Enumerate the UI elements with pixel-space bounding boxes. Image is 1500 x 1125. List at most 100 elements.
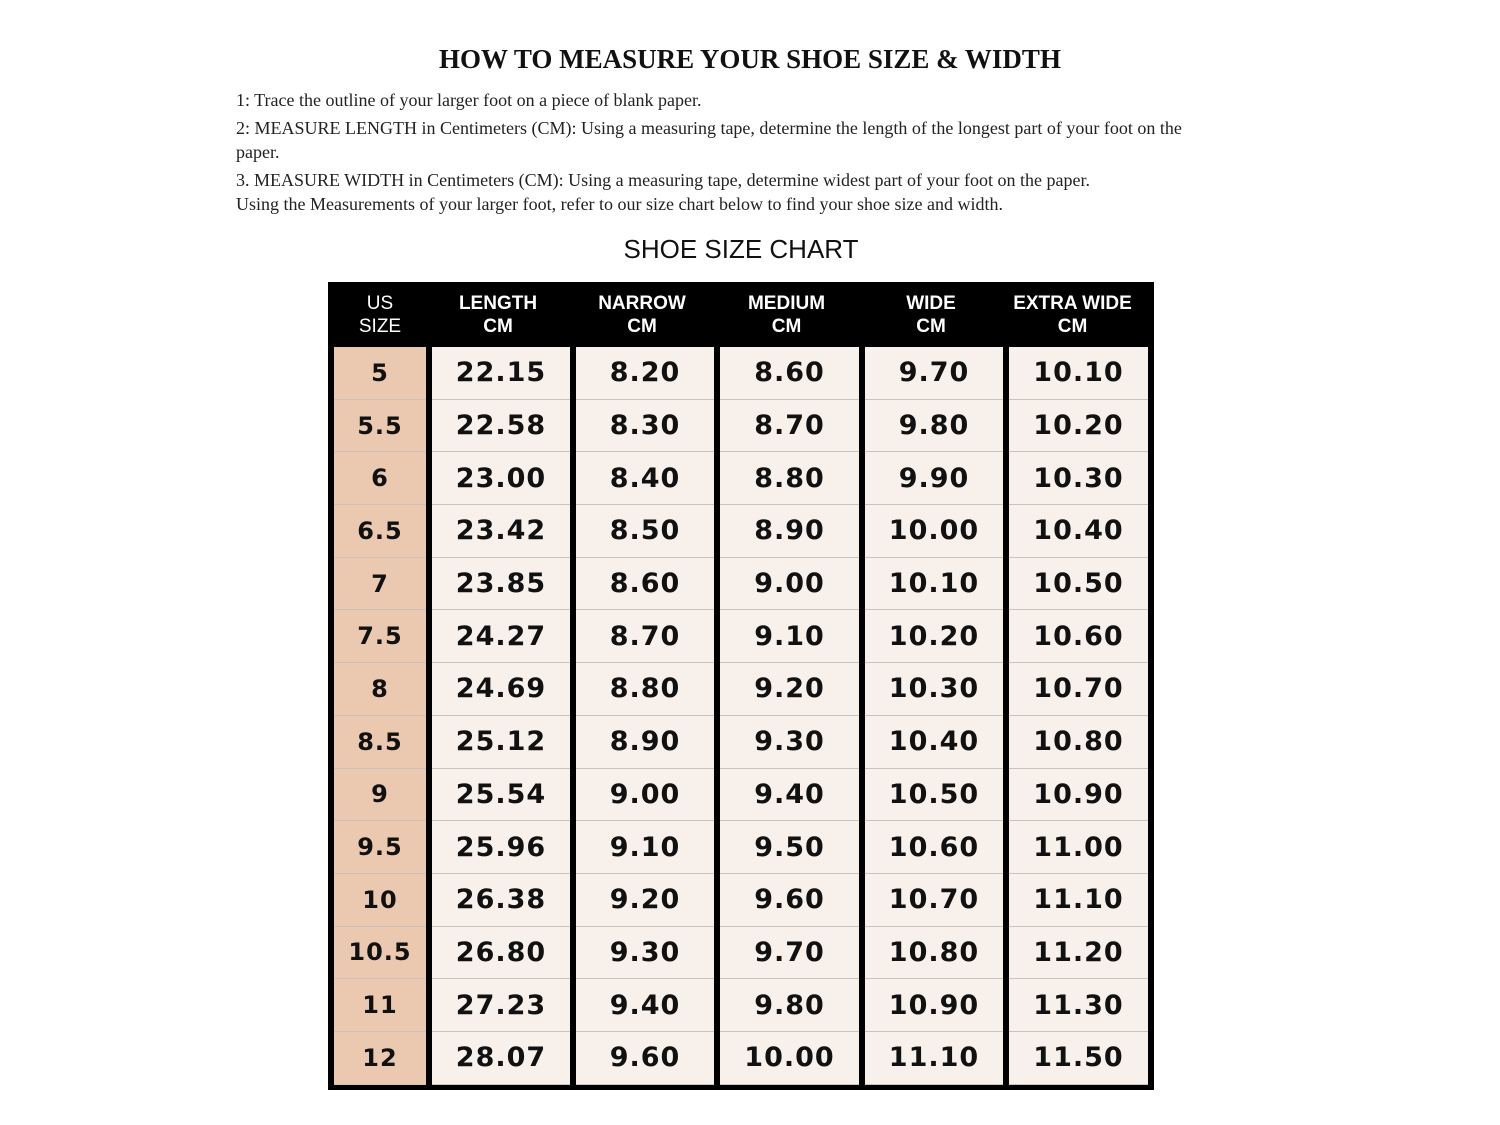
column-divider bbox=[426, 399, 432, 453]
column-header-line: EXTRA WIDE bbox=[1013, 292, 1132, 314]
table-cell: 11.10 bbox=[1009, 873, 1148, 927]
column-divider bbox=[1003, 1031, 1009, 1085]
table-cell: 9.70 bbox=[865, 347, 1003, 400]
table-cell: 11.10 bbox=[865, 1031, 1003, 1085]
table-cell: 9.40 bbox=[576, 979, 714, 1032]
column-divider bbox=[714, 1031, 720, 1085]
table-cell: 10.20 bbox=[1009, 399, 1148, 453]
column-divider bbox=[426, 663, 432, 716]
table-cell: 8.30 bbox=[576, 399, 714, 453]
column-header-line: LENGTH bbox=[458, 292, 538, 314]
size-cell: 7 bbox=[334, 557, 426, 611]
instruction-step-2: 2: MEASURE LENGTH in Centimeters (CM): U… bbox=[236, 118, 1182, 162]
table-cell: 22.58 bbox=[432, 399, 570, 453]
table-cell: 8.70 bbox=[576, 610, 714, 664]
column-divider bbox=[426, 505, 432, 558]
column-divider bbox=[714, 715, 720, 769]
column-divider bbox=[570, 873, 576, 927]
size-cell: 5 bbox=[334, 347, 426, 400]
table-cell: 10.40 bbox=[1009, 505, 1148, 558]
column-divider bbox=[859, 821, 865, 874]
column-divider bbox=[570, 768, 576, 822]
column-divider bbox=[570, 557, 576, 611]
instruction-step-3: 3. MEASURE WIDTH in Centimeters (CM): Us… bbox=[236, 170, 1090, 190]
table-cell: 8.60 bbox=[576, 557, 714, 611]
instructions: 1: Trace the outline of your larger foot… bbox=[236, 88, 1226, 220]
column-header-line: WIDE bbox=[906, 292, 956, 314]
column-divider bbox=[426, 557, 432, 611]
table-cell: 10.70 bbox=[1009, 663, 1148, 716]
column-divider bbox=[1003, 557, 1009, 611]
table-cell: 10.10 bbox=[1009, 347, 1148, 400]
column-divider bbox=[859, 768, 865, 822]
table-cell: 9.30 bbox=[576, 926, 714, 980]
table-cell: 23.42 bbox=[432, 505, 570, 558]
column-divider bbox=[859, 610, 865, 664]
table-cell: 8.50 bbox=[576, 505, 714, 558]
column-divider bbox=[1003, 399, 1009, 453]
table-cell: 10.40 bbox=[865, 715, 1003, 769]
table-cell: 8.40 bbox=[576, 452, 714, 506]
column-header-line: CM bbox=[483, 315, 513, 337]
table-cell: 10.60 bbox=[1009, 610, 1148, 664]
column-header-line: NARROW bbox=[598, 292, 686, 314]
table-cell: 10.30 bbox=[1009, 452, 1148, 506]
table-body: 5 22.15 8.20 8.60 9.70 10.10 5.5 22.58 8.30 8.70 9… bbox=[334, 347, 1148, 1085]
column-divider bbox=[570, 715, 576, 769]
column-divider bbox=[1003, 505, 1009, 558]
column-header-line: CM bbox=[627, 315, 657, 337]
column-divider bbox=[426, 347, 432, 400]
table-cell: 10.50 bbox=[865, 768, 1003, 822]
column-header: WIDE CM bbox=[859, 292, 1003, 338]
column-divider bbox=[714, 399, 720, 453]
column-divider bbox=[714, 505, 720, 558]
table-cell: 10.00 bbox=[720, 1031, 859, 1085]
column-header: EXTRA WIDE CM bbox=[1003, 292, 1142, 338]
table-cell: 10.50 bbox=[1009, 557, 1148, 611]
size-cell: 8 bbox=[334, 663, 426, 716]
column-divider bbox=[859, 715, 865, 769]
table-cell: 23.85 bbox=[432, 557, 570, 611]
size-cell: 6.5 bbox=[334, 505, 426, 558]
column-header: US SIZE bbox=[334, 292, 426, 338]
size-cell: 7.5 bbox=[334, 610, 426, 664]
table-cell: 28.07 bbox=[432, 1031, 570, 1085]
table-cell: 9.00 bbox=[576, 768, 714, 822]
table-header: US SIZE LENGTH CM NARROW CM MEDIUM CM WIDE CM EXTR… bbox=[334, 282, 1148, 347]
table-cell: 8.70 bbox=[720, 399, 859, 453]
table-cell: 25.54 bbox=[432, 768, 570, 822]
column-divider bbox=[714, 557, 720, 611]
column-divider bbox=[1003, 610, 1009, 664]
table-cell: 22.15 bbox=[432, 347, 570, 400]
column-divider bbox=[426, 715, 432, 769]
table-cell: 25.96 bbox=[432, 821, 570, 874]
instruction-note: Using the Measurements of your larger fo… bbox=[236, 194, 1003, 214]
column-divider bbox=[714, 873, 720, 927]
column-divider bbox=[714, 347, 720, 400]
table-cell: 9.10 bbox=[720, 610, 859, 664]
column-header: LENGTH CM bbox=[426, 292, 570, 338]
column-divider bbox=[570, 663, 576, 716]
table-cell: 11.00 bbox=[1009, 821, 1148, 874]
column-divider bbox=[1003, 452, 1009, 506]
table-cell: 11.30 bbox=[1009, 979, 1148, 1032]
column-divider bbox=[859, 347, 865, 400]
table-cell: 9.50 bbox=[720, 821, 859, 874]
instruction-step-1: 1: Trace the outline of your larger foot… bbox=[236, 90, 702, 110]
size-cell: 10.5 bbox=[334, 926, 426, 980]
size-cell: 10 bbox=[334, 873, 426, 927]
table-cell: 9.40 bbox=[720, 768, 859, 822]
column-divider bbox=[426, 610, 432, 664]
column-divider bbox=[426, 1031, 432, 1085]
column-divider bbox=[1003, 715, 1009, 769]
size-cell: 9 bbox=[334, 768, 426, 822]
table-cell: 11.20 bbox=[1009, 926, 1148, 980]
column-divider bbox=[426, 821, 432, 874]
column-divider bbox=[426, 873, 432, 927]
table-cell: 23.00 bbox=[432, 452, 570, 506]
column-divider bbox=[570, 926, 576, 980]
column-divider bbox=[570, 1031, 576, 1085]
table-cell: 9.10 bbox=[576, 821, 714, 874]
column-divider bbox=[714, 768, 720, 822]
page-title: HOW TO MEASURE YOUR SHOE SIZE & WIDTH bbox=[439, 44, 1061, 74]
